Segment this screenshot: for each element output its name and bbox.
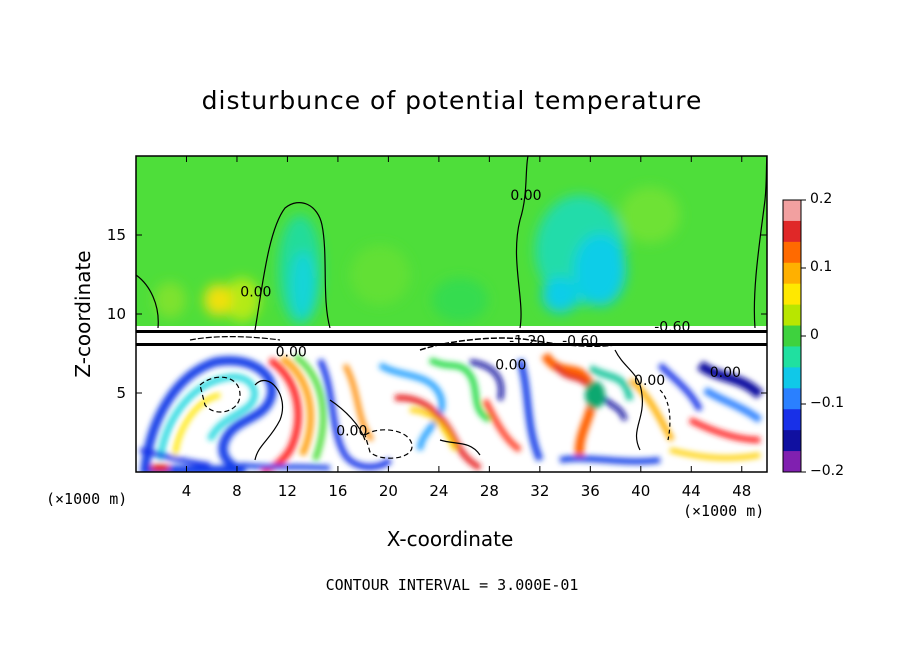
colorbar-swatch bbox=[783, 367, 801, 389]
contour-label: -1.20 bbox=[509, 334, 545, 350]
y-axis: 5 10 15 bbox=[107, 226, 767, 402]
colorbar-tick-label: 0 bbox=[810, 327, 819, 343]
colorbar-swatch bbox=[783, 304, 801, 327]
colorbar-swatch bbox=[783, 200, 801, 222]
colorbar-swatch bbox=[783, 430, 801, 452]
contour-label: 0.00 bbox=[710, 365, 741, 381]
y-tick-label: 10 bbox=[107, 305, 126, 323]
colorbar-swatch bbox=[783, 283, 801, 306]
contour-label: 0.00 bbox=[276, 345, 307, 361]
contour-label: 0.00 bbox=[336, 424, 367, 440]
contour-label-layer: 0.00 0.00 -0.60 -1.20 -0.60 0.00 0.00 0.00 0.00 0… bbox=[240, 188, 741, 439]
x-tick-label: 32 bbox=[530, 482, 549, 500]
x-tick-label: 12 bbox=[278, 482, 297, 500]
x-unit-label-right: (×1000 m) bbox=[683, 502, 765, 520]
contour-interval-note: CONTOUR INTERVAL = 3.000E-01 bbox=[325, 576, 579, 594]
colorbar-swatch bbox=[783, 241, 801, 264]
contour-label: 0.00 bbox=[510, 188, 541, 204]
x-tick-label: 36 bbox=[581, 482, 600, 500]
x-tick-label: 28 bbox=[480, 482, 499, 500]
contour-label: -0.60 bbox=[562, 334, 598, 350]
x-tick-label: 40 bbox=[631, 482, 650, 500]
contour-label: 0.00 bbox=[495, 357, 526, 373]
y-tick-label: 5 bbox=[116, 384, 126, 402]
x-tick-label: 20 bbox=[379, 482, 398, 500]
colorbar-swatch bbox=[783, 325, 801, 347]
colorbar-tick-label: −0.1 bbox=[810, 395, 844, 411]
x-tick-label: 4 bbox=[182, 482, 192, 500]
colorbar bbox=[783, 199, 806, 473]
contour-label: -0.60 bbox=[654, 319, 690, 335]
colorbar-swatch bbox=[783, 262, 801, 285]
potential-temperature-field bbox=[136, 156, 767, 472]
x-unit-label-left: (×1000 m) bbox=[46, 490, 128, 508]
colorbar-tick-label: 0.2 bbox=[810, 191, 833, 207]
colorbar-swatch bbox=[783, 451, 801, 473]
colorbar-swatch bbox=[783, 220, 801, 243]
x-tick-label: 48 bbox=[732, 482, 751, 500]
chart-title: disturbunce of potential temperature bbox=[201, 86, 703, 115]
contour-label: 0.00 bbox=[634, 373, 665, 389]
x-axis-label: X-coordinate bbox=[386, 527, 514, 551]
x-axis: 4 8 12 16 20 24 28 32 36 40 44 48 bbox=[182, 156, 751, 500]
colorbar-tick-label: −0.2 bbox=[810, 463, 844, 479]
contour-lines bbox=[136, 156, 767, 461]
lower-anomalies bbox=[139, 352, 764, 472]
y-tick-label: 15 bbox=[107, 226, 126, 244]
colorbar-swatch bbox=[783, 409, 801, 431]
x-tick-label: 16 bbox=[328, 482, 347, 500]
x-tick-label: 24 bbox=[429, 482, 448, 500]
colorbar-frame bbox=[782, 199, 802, 473]
colorbar-tick-label: 0.1 bbox=[810, 259, 833, 275]
x-tick-label: 44 bbox=[682, 482, 701, 500]
colorbar-swatch bbox=[783, 388, 801, 410]
x-tick-label: 8 bbox=[232, 482, 242, 500]
contour-label: 0.00 bbox=[240, 285, 271, 301]
colorbar-swatch bbox=[783, 346, 801, 368]
upper-anomalies bbox=[154, 187, 680, 325]
